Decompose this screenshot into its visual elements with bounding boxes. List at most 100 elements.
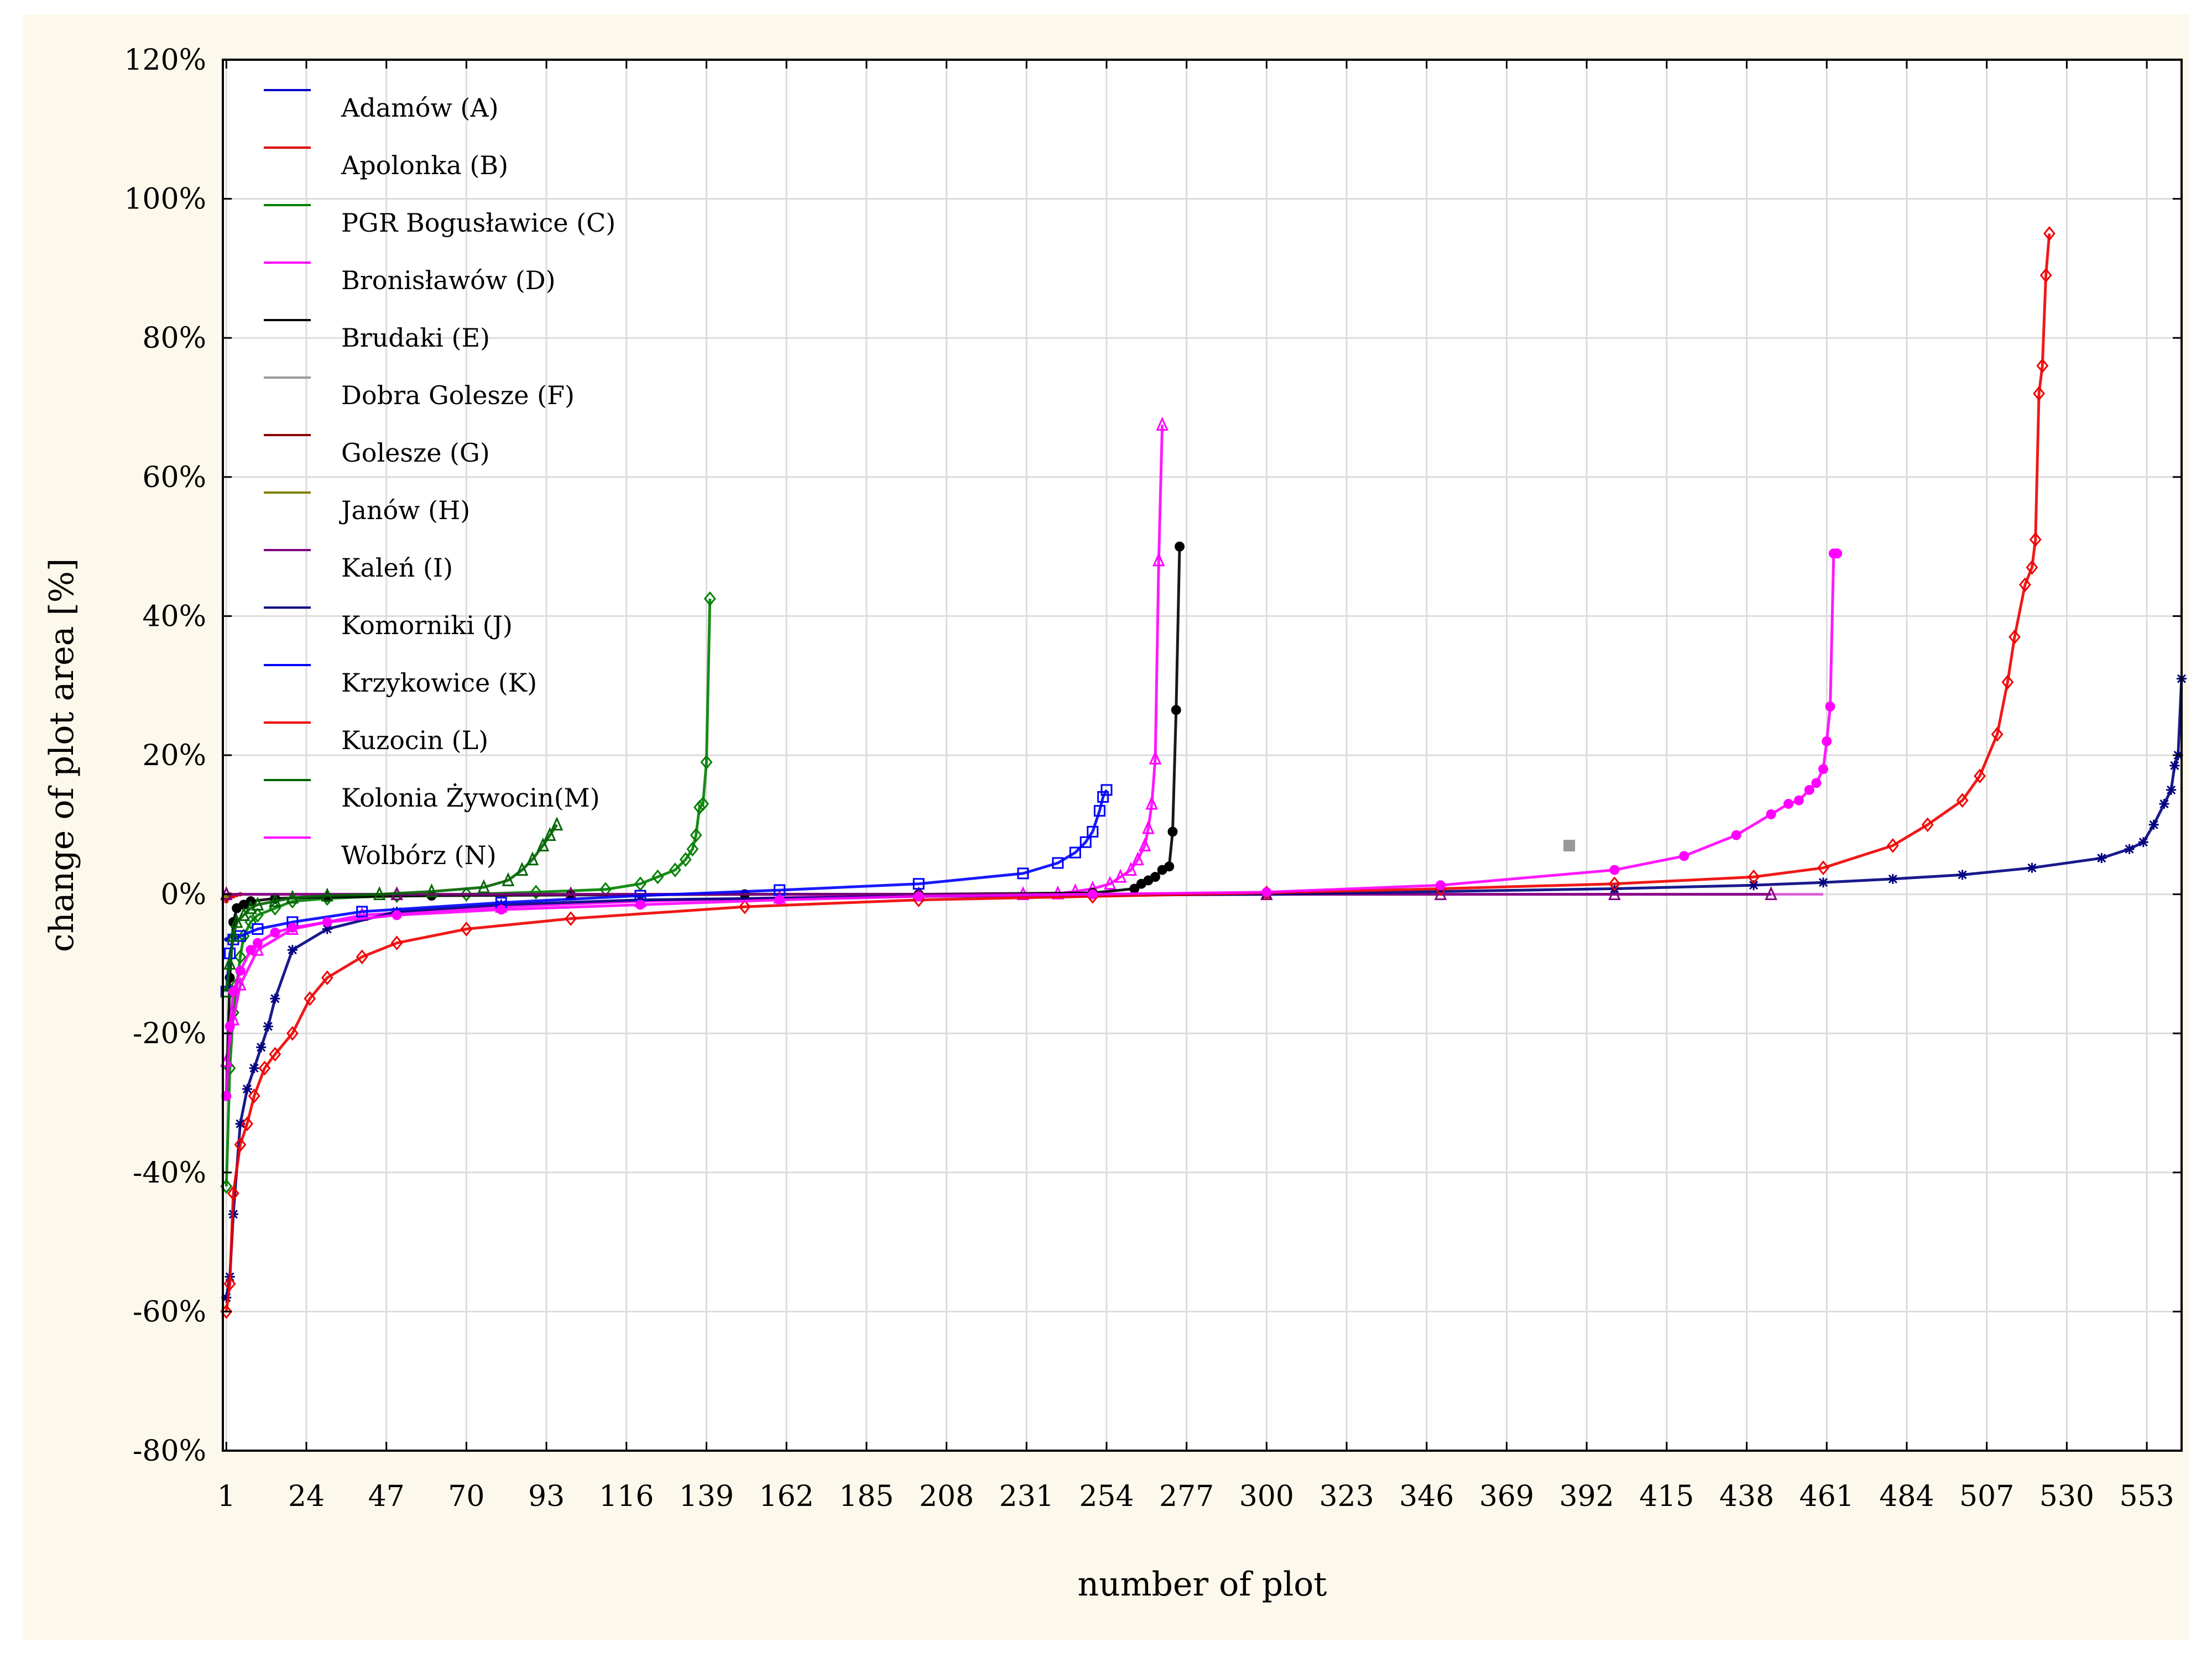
chart-figure: 1 24 47 70 93 116 139 162 185 208 231 254 277 300 323 3… xyxy=(23,14,2189,1640)
data-point xyxy=(1142,820,1155,834)
legend-label: Kuzocin (L) xyxy=(341,725,488,755)
data-point xyxy=(1175,541,1185,552)
data-point xyxy=(1731,830,1741,840)
data-point xyxy=(321,887,334,902)
data-point xyxy=(252,938,263,948)
legend-label: Krzykowice (K) xyxy=(341,668,537,698)
data-point xyxy=(425,883,438,898)
data-point xyxy=(322,924,332,934)
legend-label: Janów (H) xyxy=(339,495,470,525)
data-point xyxy=(1167,827,1178,837)
data-point xyxy=(1138,837,1151,852)
x-tick-label: 553 xyxy=(2119,1480,2174,1513)
data-point xyxy=(242,1084,253,1094)
data-point xyxy=(2169,760,2180,771)
x-tick-label: 369 xyxy=(1479,1480,1534,1513)
legend-label: Adamów (A) xyxy=(341,93,499,123)
data-point xyxy=(2096,853,2107,864)
data-point xyxy=(225,1021,235,1032)
data-point xyxy=(356,949,368,965)
data-point xyxy=(1747,869,1760,885)
data-point xyxy=(252,923,264,935)
x-tick-label: 162 xyxy=(759,1480,814,1513)
data-point xyxy=(2039,268,2052,283)
data-point xyxy=(249,1063,259,1074)
data-point xyxy=(263,1021,273,1032)
data-point xyxy=(1052,857,1064,869)
data-point xyxy=(697,796,709,812)
data-point xyxy=(287,945,298,955)
y-tick-label: 20% xyxy=(142,739,206,772)
data-point xyxy=(679,852,692,867)
data-point xyxy=(686,841,699,857)
data-point xyxy=(1956,793,1969,808)
data-point xyxy=(2166,784,2177,795)
data-point xyxy=(544,827,556,841)
data-point xyxy=(1991,726,2004,742)
data-point xyxy=(693,799,706,815)
data-point xyxy=(246,945,256,955)
x-tick-label: 1 xyxy=(217,1480,236,1513)
data-point xyxy=(496,904,507,915)
x-tick-label: 208 xyxy=(919,1480,974,1513)
x-tick-label: 116 xyxy=(599,1480,654,1513)
data-point xyxy=(1921,817,1934,833)
data-point xyxy=(392,910,402,920)
data-point xyxy=(223,1276,236,1291)
x-tick-label: 346 xyxy=(1399,1480,1454,1513)
y-tick-label: 100% xyxy=(124,183,206,216)
data-point xyxy=(2018,577,2031,593)
data-point xyxy=(1171,705,1181,715)
data-point xyxy=(1435,880,1446,891)
data-point xyxy=(1131,851,1144,866)
data-point xyxy=(321,970,333,985)
data-point xyxy=(221,1293,232,1303)
x-tick-label: 484 xyxy=(1879,1480,1934,1513)
x-tick-label: 300 xyxy=(1239,1480,1294,1513)
legend-label: Golesze (G) xyxy=(341,438,490,468)
x-tick-label: 323 xyxy=(1319,1480,1374,1513)
data-point xyxy=(1957,870,1968,880)
series-10 xyxy=(220,784,1113,998)
data-point xyxy=(224,937,229,942)
x-tick-label: 47 xyxy=(368,1480,405,1513)
data-point xyxy=(690,828,702,843)
data-point xyxy=(1150,872,1161,882)
y-axis-title: change of plot area [%] xyxy=(43,558,81,953)
data-point xyxy=(2001,674,2014,690)
data-point xyxy=(373,886,386,901)
data-point xyxy=(228,986,238,997)
data-point xyxy=(1811,778,1822,788)
data-point xyxy=(530,885,542,900)
data-point xyxy=(1765,886,1777,901)
series-line xyxy=(225,789,1108,992)
y-tick-label: 120% xyxy=(124,44,206,77)
data-point xyxy=(234,949,247,965)
data-point xyxy=(269,893,281,907)
legend-label: Apolonka (B) xyxy=(341,150,508,180)
data-point xyxy=(304,991,316,1006)
data-point xyxy=(237,907,251,921)
data-point xyxy=(2026,559,2038,575)
x-tick-label: 415 xyxy=(1639,1480,1694,1513)
data-point xyxy=(234,1137,247,1152)
data-point xyxy=(502,872,515,886)
data-point xyxy=(2043,226,2056,241)
legend-label: Wolbórz (N) xyxy=(341,840,497,870)
data-point xyxy=(2124,844,2135,854)
data-series xyxy=(220,226,2187,1319)
data-point xyxy=(1609,865,1620,875)
data-point xyxy=(251,896,264,911)
data-point xyxy=(241,1116,253,1132)
data-point xyxy=(235,1118,246,1129)
chart-svg: 1 24 47 70 93 116 139 162 185 208 231 254 277 300 323 3… xyxy=(43,44,2187,1604)
x-tick-label: 277 xyxy=(1159,1480,1214,1513)
data-point xyxy=(635,899,645,910)
data-point xyxy=(1261,887,1272,897)
data-point xyxy=(1124,861,1138,876)
data-point xyxy=(651,869,664,885)
data-point xyxy=(2033,386,2045,401)
data-point xyxy=(914,891,924,902)
data-point xyxy=(1825,701,1835,712)
data-point xyxy=(227,928,240,942)
